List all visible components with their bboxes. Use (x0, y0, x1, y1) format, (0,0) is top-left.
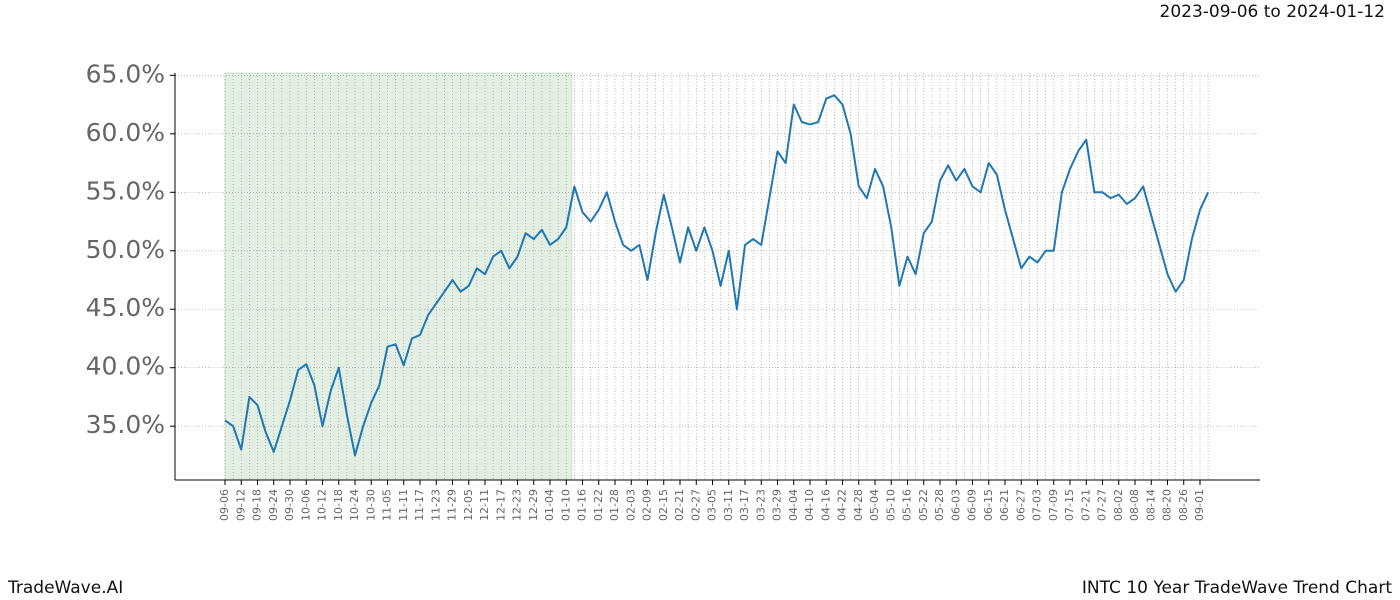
footer-left: TradeWave.AI (7, 578, 123, 598)
highlight-span (224, 72, 573, 481)
x-tick-label: 12-11 (478, 489, 491, 521)
x-tick-label: 07-21 (1079, 489, 1092, 521)
x-tick-label: 09-06 (218, 489, 231, 521)
x-tick-label: 04-28 (852, 489, 865, 521)
x-tick-label: 01-22 (592, 489, 605, 521)
y-tick-label: 50.0% (86, 235, 165, 264)
x-tick-label: 01-10 (559, 489, 572, 521)
x-tick-label: 10-12 (316, 489, 329, 521)
x-tick-label: 04-16 (819, 489, 832, 521)
x-tick-label: 09-12 (234, 489, 247, 521)
x-tick-label: 07-03 (1031, 489, 1044, 521)
x-tick-label: 09-24 (267, 489, 280, 521)
x-tick-label: 07-27 (1096, 489, 1109, 521)
x-tick-label: 06-21 (998, 489, 1011, 521)
line-series (224, 94, 1210, 457)
subtitle: 2023-09-06 to 2024-01-12 (1160, 2, 1385, 22)
y-tick-label: 40.0% (86, 352, 165, 381)
x-tick-label: 05-16 (901, 489, 914, 521)
x-tick-label: 11-11 (397, 489, 410, 521)
x-tick-label: 05-10 (884, 489, 897, 521)
x-tick-label: 03-29 (771, 489, 784, 521)
x-tick-label: 11-17 (413, 489, 426, 521)
x-tick-label: 06-15 (982, 489, 995, 521)
x-tick-label: 07-15 (1063, 489, 1076, 521)
x-tick-label: 09-18 (251, 489, 264, 521)
x-tick-label: 02-15 (657, 489, 670, 521)
x-tick-label: 08-20 (1161, 489, 1174, 521)
x-tick-label: 02-27 (689, 489, 702, 521)
x-tick-label: 11-29 (446, 489, 459, 521)
x-tick-label: 07-09 (1047, 489, 1060, 521)
x-tick-label: 06-27 (1014, 489, 1027, 521)
x-tick-label: 08-26 (1177, 489, 1190, 521)
x-tick-label: 01-28 (608, 489, 621, 521)
footer-right: INTC 10 Year TradeWave Trend Chart (1082, 578, 1392, 598)
x-tick-label: 02-09 (641, 489, 654, 521)
y-tick-label: 65.0% (86, 59, 165, 88)
x-tick-label: 06-03 (949, 489, 962, 521)
x-tick-label: 09-30 (283, 489, 296, 521)
x-tick-label: 03-17 (738, 489, 751, 521)
y-tick-label: 35.0% (86, 410, 165, 439)
x-tick-label: 12-17 (494, 489, 507, 521)
x-tick-label: 02-21 (673, 489, 686, 521)
x-tick-label: 05-04 (868, 489, 881, 521)
x-tick-label: 03-11 (722, 489, 735, 521)
x-tick-label: 06-09 (966, 489, 979, 521)
x-tick-label: 10-30 (364, 489, 377, 521)
x-tick-label: 08-08 (1128, 489, 1141, 521)
x-tick-label: 11-23 (429, 489, 442, 521)
x-tick-label: 02-03 (624, 489, 637, 521)
x-tick-label: 03-05 (706, 489, 719, 521)
x-tick-label: 12-23 (511, 489, 524, 521)
x-tick-label: 04-10 (803, 489, 816, 521)
x-tick-label: 10-18 (332, 489, 345, 521)
x-tick-label: 09-01 (1193, 489, 1206, 521)
x-tick-label: 04-04 (787, 489, 800, 521)
x-tick-label: 12-29 (527, 489, 540, 521)
x-tick-label: 10-06 (299, 489, 312, 521)
x-tick-label: 08-02 (1112, 489, 1125, 521)
y-tick-label: 55.0% (86, 176, 165, 205)
x-tick-label: 10-24 (348, 489, 361, 521)
x-tick-label: 01-16 (576, 489, 589, 521)
x-tick-label: 05-22 (917, 489, 930, 521)
y-tick-label: 60.0% (86, 118, 165, 147)
x-tick-label: 01-04 (543, 489, 556, 521)
x-tick-label: 03-23 (754, 489, 767, 521)
x-tick-label: 11-05 (381, 489, 394, 521)
x-tick-label: 12-05 (462, 489, 475, 521)
x-tick-label: 04-22 (836, 489, 849, 521)
y-tick-label: 45.0% (86, 293, 165, 322)
x-tick-label: 05-28 (933, 489, 946, 521)
x-tick-label: 08-14 (1144, 489, 1157, 521)
